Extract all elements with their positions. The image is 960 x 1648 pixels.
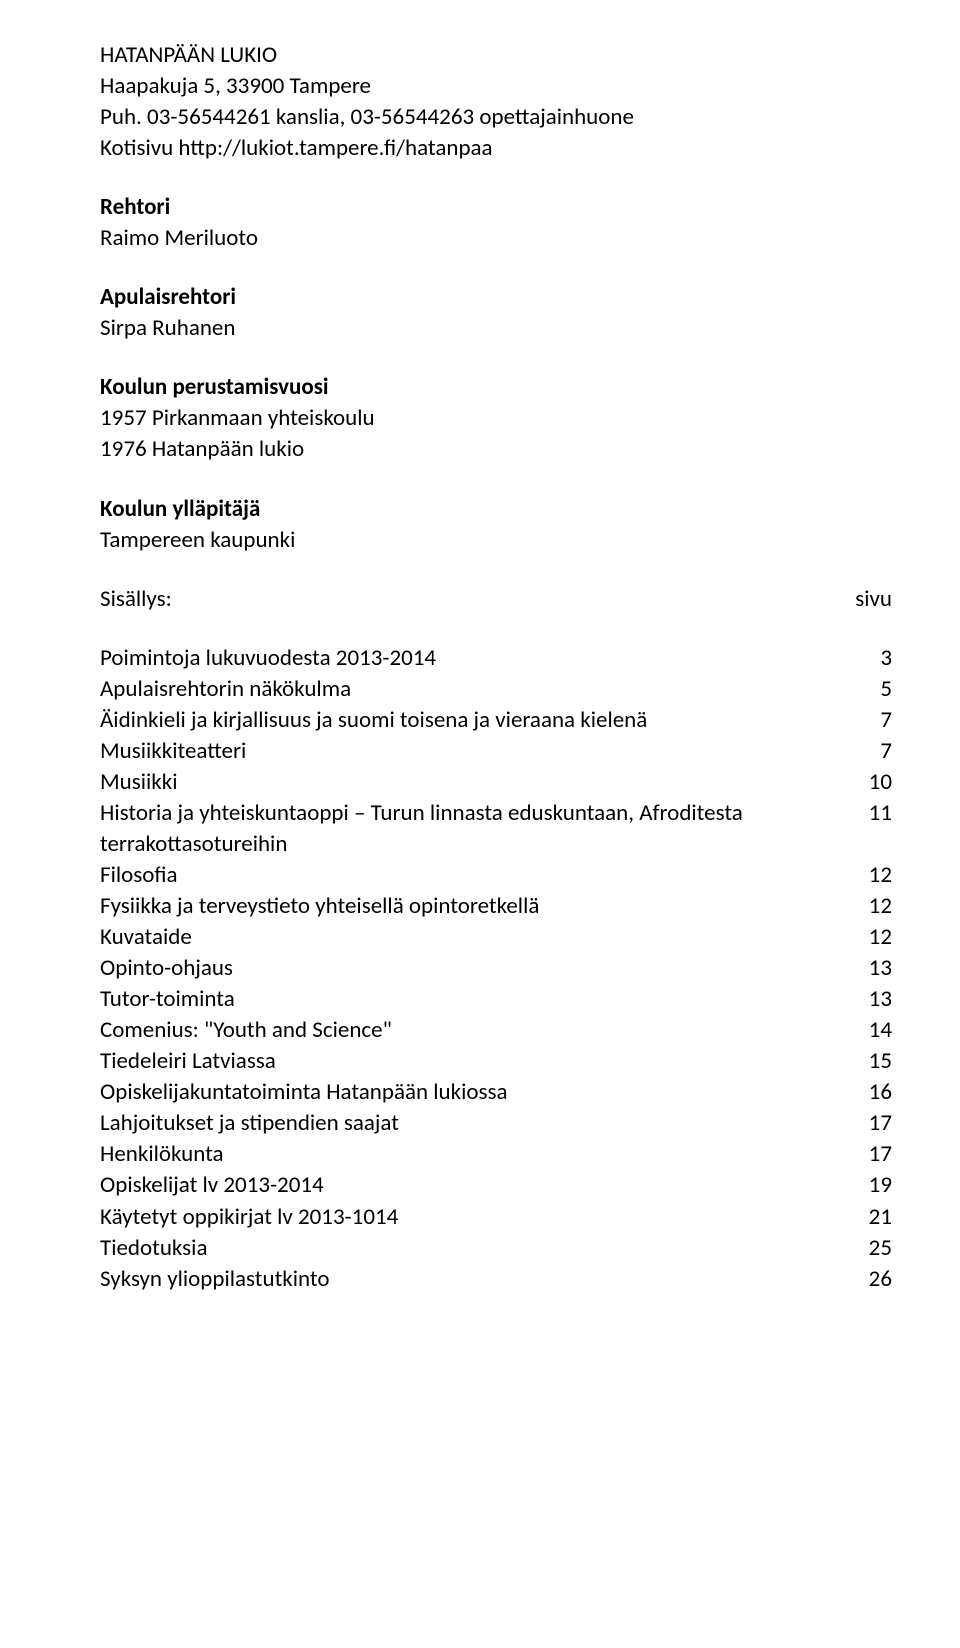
toc-item-page: 12 xyxy=(848,891,892,922)
toc-item-label: Tutor-toiminta xyxy=(100,984,848,1015)
toc-row: Fysiikka ja terveystieto yhteisellä opin… xyxy=(100,891,892,922)
rector-name: Raimo Meriluoto xyxy=(100,223,892,254)
toc-item-label: Äidinkieli ja kirjallisuus ja suomi tois… xyxy=(100,705,848,736)
toc-row: Opinto-ohjaus13 xyxy=(100,953,892,984)
toc-item-label: Tiedotuksia xyxy=(100,1233,848,1264)
toc-heading-label: Sisällys: xyxy=(100,584,172,615)
toc-item-page: 11 xyxy=(848,798,892,829)
toc-item-page: 26 xyxy=(848,1264,892,1295)
toc-row: Apulaisrehtorin näkökulma5 xyxy=(100,674,892,705)
toc-row: Tiedotuksia25 xyxy=(100,1233,892,1264)
toc-item-label: Fysiikka ja terveystieto yhteisellä opin… xyxy=(100,891,848,922)
vice-rector-name: Sirpa Ruhanen xyxy=(100,313,892,344)
toc-item-page: 17 xyxy=(848,1139,892,1170)
toc-item-label: Apulaisrehtorin näkökulma xyxy=(100,674,848,705)
maintainer-name: Tampereen kaupunki xyxy=(100,525,892,556)
toc-row: Musiikki10 xyxy=(100,767,892,798)
toc-row: Filosofia12 xyxy=(100,860,892,891)
founding-line1: 1957 Pirkanmaan yhteiskoulu xyxy=(100,403,892,434)
toc-row: Tiedeleiri Latviassa15 xyxy=(100,1046,892,1077)
toc-item-label: Musiikki xyxy=(100,767,848,798)
toc-item-page: 13 xyxy=(848,953,892,984)
toc-row: Historia ja yhteiskuntaoppi – Turun linn… xyxy=(100,798,892,860)
toc-item-label: Historia ja yhteiskuntaoppi – Turun linn… xyxy=(100,798,848,860)
school-name: HATANPÄÄN LUKIO xyxy=(100,40,892,71)
toc-row: Opiskelijat lv 2013-201419 xyxy=(100,1170,892,1201)
toc-item-page: 21 xyxy=(848,1202,892,1233)
toc-item-label: Musiikkiteatteri xyxy=(100,736,848,767)
toc-row: Äidinkieli ja kirjallisuus ja suomi tois… xyxy=(100,705,892,736)
toc-row: Lahjoitukset ja stipendien saajat17 xyxy=(100,1108,892,1139)
toc-item-label: Syksyn ylioppilastutkinto xyxy=(100,1264,848,1295)
toc-item-label: Opinto-ohjaus xyxy=(100,953,848,984)
toc-item-page: 12 xyxy=(848,922,892,953)
toc-item-label: Tiedeleiri Latviassa xyxy=(100,1046,848,1077)
toc-row: Kuvataide12 xyxy=(100,922,892,953)
toc-item-page: 13 xyxy=(848,984,892,1015)
maintainer-title: Koulun ylläpitäjä xyxy=(100,494,892,525)
toc-item-page: 15 xyxy=(848,1046,892,1077)
toc-item-page: 16 xyxy=(848,1077,892,1108)
school-website: Kotisivu http://lukiot.tampere.fi/hatanp… xyxy=(100,133,892,164)
toc-item-page: 25 xyxy=(848,1233,892,1264)
toc-row: Henkilökunta17 xyxy=(100,1139,892,1170)
toc-item-label: Filosofia xyxy=(100,860,848,891)
toc-item-page: 5 xyxy=(848,674,892,705)
toc-row: Comenius: "Youth and Science"14 xyxy=(100,1015,892,1046)
toc-row: Opiskelijakuntatoiminta Hatanpään lukios… xyxy=(100,1077,892,1108)
toc-item-label: Henkilökunta xyxy=(100,1139,848,1170)
toc-row: Musiikkiteatteri7 xyxy=(100,736,892,767)
school-address: Haapakuja 5, 33900 Tampere xyxy=(100,71,892,102)
vice-rector-title: Apulaisrehtori xyxy=(100,282,892,313)
toc-row: Tutor-toiminta13 xyxy=(100,984,892,1015)
toc-row: Poimintoja lukuvuodesta 2013-20143 xyxy=(100,643,892,674)
toc-item-page: 3 xyxy=(848,643,892,674)
toc-item-page: 14 xyxy=(848,1015,892,1046)
rector-title: Rehtori xyxy=(100,192,892,223)
toc-item-label: Poimintoja lukuvuodesta 2013-2014 xyxy=(100,643,848,674)
founding-title: Koulun perustamisvuosi xyxy=(100,372,892,403)
toc-item-label: Opiskelijakuntatoiminta Hatanpään lukios… xyxy=(100,1077,848,1108)
toc-item-label: Käytetyt oppikirjat lv 2013-1014 xyxy=(100,1202,848,1233)
toc-item-label: Opiskelijat lv 2013-2014 xyxy=(100,1170,848,1201)
toc-item-label: Lahjoitukset ja stipendien saajat xyxy=(100,1108,848,1139)
toc-item-label: Kuvataide xyxy=(100,922,848,953)
table-of-contents: Sisällys: sivu Poimintoja lukuvuodesta 2… xyxy=(100,584,892,1295)
toc-heading-page: sivu xyxy=(855,584,892,615)
school-phone: Puh. 03-56544261 kanslia, 03-56544263 op… xyxy=(100,102,892,133)
toc-row: Käytetyt oppikirjat lv 2013-101421 xyxy=(100,1202,892,1233)
toc-item-label: Comenius: "Youth and Science" xyxy=(100,1015,848,1046)
toc-item-page: 7 xyxy=(848,736,892,767)
toc-item-page: 7 xyxy=(848,705,892,736)
toc-item-page: 17 xyxy=(848,1108,892,1139)
toc-item-page: 12 xyxy=(848,860,892,891)
founding-line2: 1976 Hatanpään lukio xyxy=(100,434,892,465)
toc-item-page: 19 xyxy=(848,1170,892,1201)
toc-item-page: 10 xyxy=(848,767,892,798)
toc-row: Syksyn ylioppilastutkinto26 xyxy=(100,1264,892,1295)
